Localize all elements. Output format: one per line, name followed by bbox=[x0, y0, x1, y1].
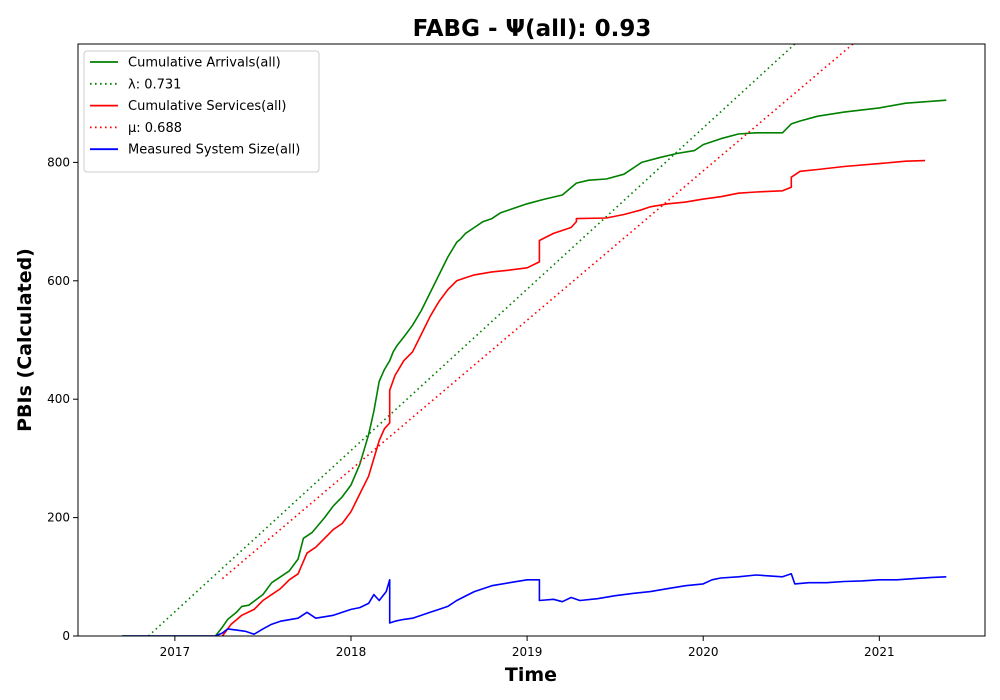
y-tick-label: 800 bbox=[47, 155, 70, 169]
series-line-3 bbox=[221, 159, 926, 636]
x-tick-label: 2020 bbox=[688, 645, 719, 659]
legend-label-cumulative-services-all: Cumulative Services(all) bbox=[128, 99, 286, 114]
y-tick-label: 200 bbox=[47, 511, 70, 525]
y-axis: 0 200 400 600 800 bbox=[47, 155, 78, 643]
legend-label-0-688: μ: 0.688 bbox=[128, 121, 182, 136]
x-tick-label: 2019 bbox=[512, 645, 543, 659]
x-axis: 2017 2018 2019 2020 2021 bbox=[160, 636, 895, 659]
legend-label-measured-system-size-all: Measured System Size(all) bbox=[128, 143, 300, 158]
legend-box bbox=[83, 50, 320, 173]
y-axis-title: PBIs (Calculated) bbox=[14, 248, 36, 432]
x-tick-label: 2017 bbox=[160, 645, 191, 659]
plot-frame bbox=[77, 43, 986, 637]
y-tick-label: 600 bbox=[47, 274, 70, 288]
series-line-1 bbox=[122, 99, 947, 636]
y-tick-label: 400 bbox=[47, 392, 70, 406]
chart-title: FABG - Ψ(all): 0.93 bbox=[413, 16, 652, 42]
plot-area bbox=[122, 44, 947, 636]
legend-label-0-731: λ: 0.731 bbox=[128, 77, 181, 92]
legend: Cumulative Arrivals(all) λ: 0.731 Cumulati… bbox=[83, 50, 320, 173]
y-tick-label: 0 bbox=[62, 629, 70, 643]
x-axis-title: Time bbox=[505, 664, 557, 686]
series-line-2 bbox=[147, 44, 796, 636]
x-tick-label: 2021 bbox=[864, 645, 895, 659]
x-tick-label: 2018 bbox=[336, 645, 367, 659]
series-line-5 bbox=[122, 572, 947, 636]
legend-label-cumulative-arrivals-all: Cumulative Arrivals(all) bbox=[128, 56, 281, 71]
